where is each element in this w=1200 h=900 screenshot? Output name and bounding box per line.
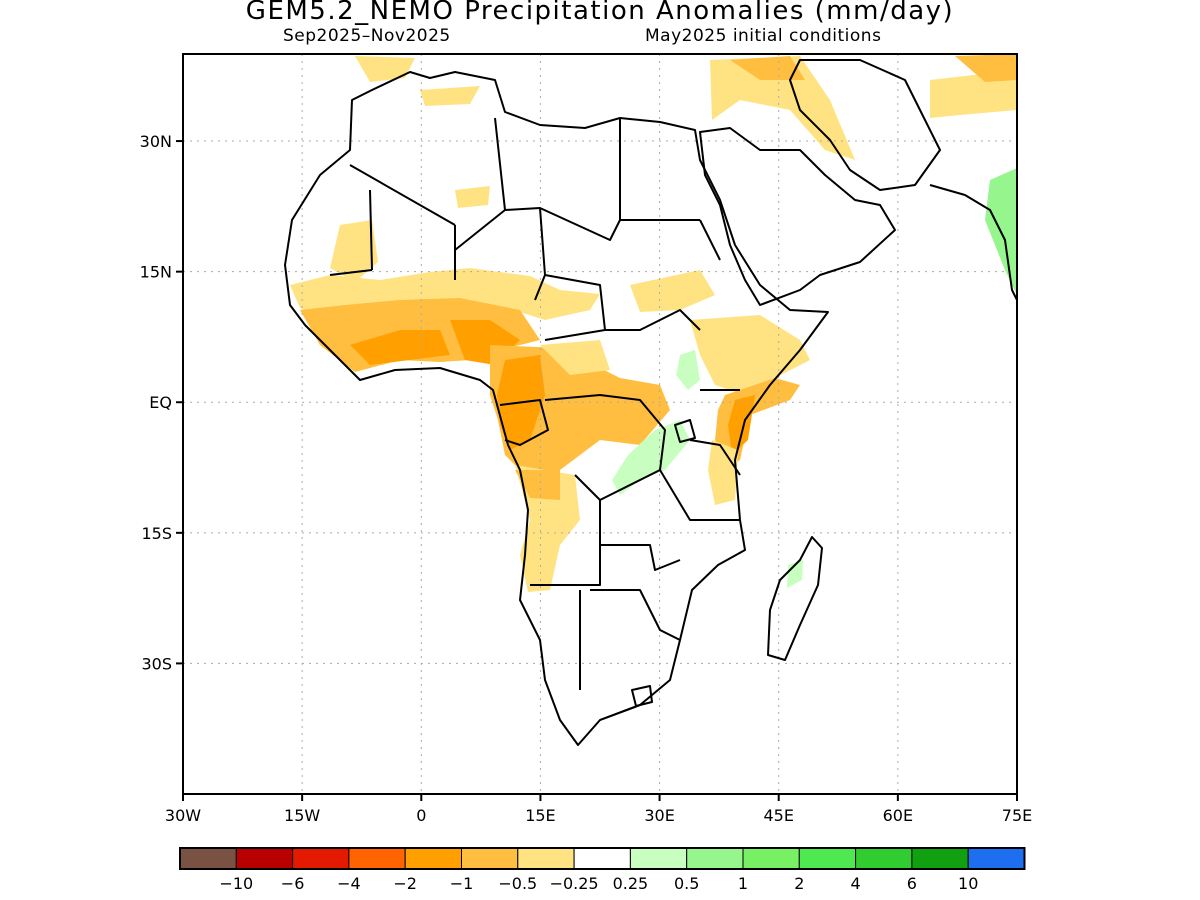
map-gridlines xyxy=(183,54,1017,794)
arabia-coastline xyxy=(699,127,896,306)
anomaly-region-kenya xyxy=(728,395,755,455)
colorbar-swatch xyxy=(686,847,744,870)
anomaly-region-tanzania xyxy=(708,440,738,505)
y-tick-label: 15N xyxy=(140,263,172,282)
colorbar-label: −0.25 xyxy=(550,874,599,893)
country-border-central xyxy=(544,118,721,341)
x-tick-label: 45E xyxy=(763,806,793,825)
africa-coastline xyxy=(284,71,829,746)
coastlines-and-borders xyxy=(284,59,1017,746)
colorbar-label: 6 xyxy=(907,874,917,893)
y-tick-label: EQ xyxy=(149,393,172,412)
colorbar-swatch xyxy=(517,847,575,870)
anomaly-region-anatolia xyxy=(955,54,1017,82)
colorbar-swatch xyxy=(967,847,1026,870)
colorbar-label: 0.5 xyxy=(674,874,699,893)
map-field xyxy=(183,54,1017,794)
y-tick-label: 30S xyxy=(141,654,172,673)
colorbar-label: 2 xyxy=(794,874,804,893)
colorbar-label: −1 xyxy=(450,874,474,893)
colorbar-label: 0.25 xyxy=(613,874,649,893)
anomaly-region-middle-east xyxy=(710,56,855,160)
colorbar-label: 10 xyxy=(958,874,978,893)
colorbar-swatch xyxy=(235,847,294,870)
anomaly-region-libya xyxy=(455,186,490,208)
anomaly-region-ghana xyxy=(350,330,450,365)
colorbar-label: −0.5 xyxy=(498,874,537,893)
country-border-east xyxy=(659,389,741,521)
anomaly-region-sahel-west xyxy=(330,220,378,282)
y-tick-label: 15S xyxy=(141,524,172,543)
colorbar-label: −10 xyxy=(219,874,253,893)
anomaly-region-maghreb xyxy=(355,56,415,82)
colorbar-swatch xyxy=(798,847,857,870)
season-label: Sep2025–Nov2025 xyxy=(283,26,451,46)
colorbar-swatch xyxy=(179,847,237,870)
colorbar-label: −4 xyxy=(337,874,361,893)
chart-title: GEM5.2_NEMO Precipitation Anomalies (mm/… xyxy=(245,0,955,26)
lake-victoria xyxy=(674,419,696,443)
anomaly-region-caspian xyxy=(930,70,1017,118)
colorbar-swatch xyxy=(404,847,463,870)
anomaly-region-angola-core xyxy=(515,470,560,500)
colorbar-swatch xyxy=(742,847,800,870)
colorbar-swatch xyxy=(855,847,913,870)
longitude-axis: 30W 15W 0 15E 30E 45E 60E 75E xyxy=(165,794,1032,825)
x-tick-label: 15E xyxy=(525,806,555,825)
colorbar-swatch xyxy=(461,847,519,870)
initial-conditions-label: May2025 initial conditions xyxy=(645,26,882,46)
x-tick-label: 60E xyxy=(883,806,913,825)
colorbar-swatch xyxy=(292,847,350,870)
latitude-axis: 30N 15N EQ 15S 30S xyxy=(140,132,183,673)
x-tick-label: 15W xyxy=(284,806,320,825)
colorbar-swatch xyxy=(911,847,969,870)
anomaly-region-turkey xyxy=(730,56,805,80)
country-border-west xyxy=(329,164,456,280)
anomaly-region-sudan xyxy=(630,270,715,312)
country-border-south xyxy=(530,500,681,721)
anomaly-region-north-africa xyxy=(420,86,480,106)
x-tick-label: 75E xyxy=(1002,806,1032,825)
map-frame xyxy=(182,53,1018,795)
colorbar-label: 1 xyxy=(738,874,748,893)
colorbar-swatch xyxy=(348,847,406,870)
x-tick-label: 30W xyxy=(165,806,201,825)
colorbar-swatch xyxy=(573,847,631,870)
precip-anomaly-shading xyxy=(290,54,1017,592)
anomaly-region-madagascar xyxy=(787,560,803,588)
anomaly-region-great-lakes xyxy=(676,350,700,390)
colorbar: −10 −6 −4 −2 −1 −0.5 −0.25 0.25 0.5 1 2 4 6 10 xyxy=(179,847,1026,893)
y-tick-label: 30N xyxy=(140,132,172,151)
colorbar-outline xyxy=(179,847,1026,870)
madagascar-coastline xyxy=(767,536,823,661)
iran-coastline xyxy=(789,59,941,191)
colorbar-swatch xyxy=(629,847,688,870)
x-tick-label: 30E xyxy=(644,806,674,825)
colorbar-label: −2 xyxy=(393,874,417,893)
colorbar-label: 4 xyxy=(851,874,861,893)
x-tick-label: 0 xyxy=(416,806,426,825)
lesotho-outline xyxy=(631,685,653,707)
colorbar-label: −6 xyxy=(281,874,305,893)
india-coastline xyxy=(929,184,1017,301)
anomaly-region-chad xyxy=(540,340,610,375)
anomaly-region-tanganyika xyxy=(612,420,690,495)
anomaly-region-ethiopia xyxy=(690,315,810,395)
